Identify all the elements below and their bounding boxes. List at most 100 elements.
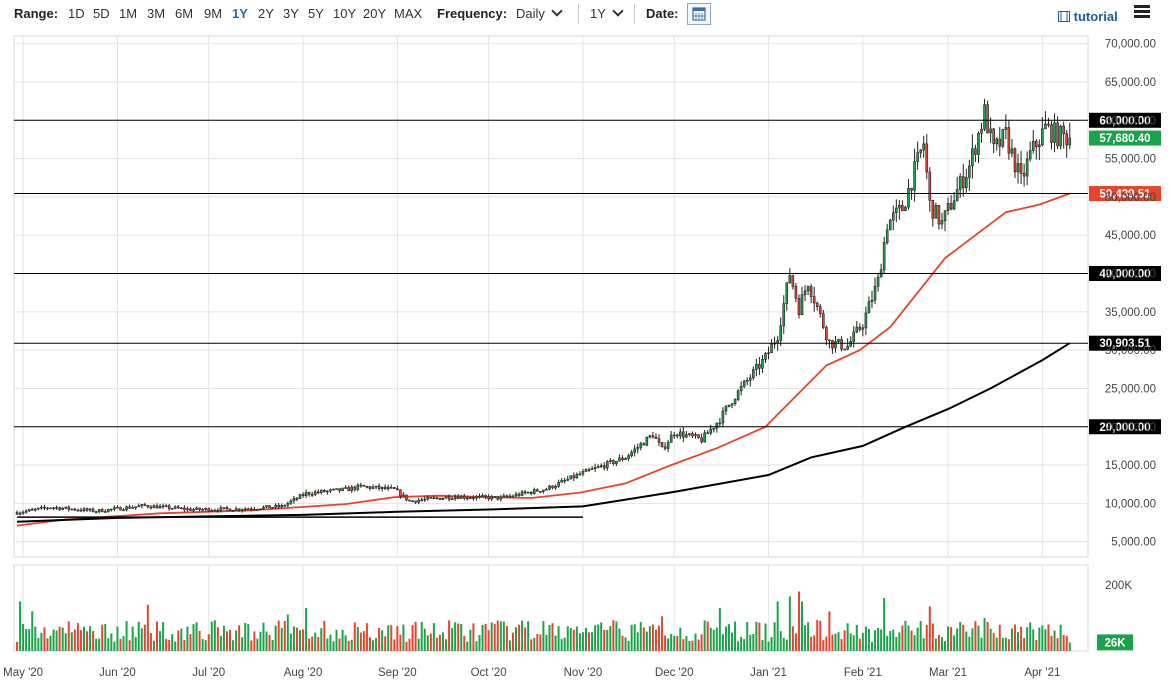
candle: [250, 506, 253, 512]
frequency-select[interactable]: Daily: [516, 5, 563, 21]
volume-bar: [1013, 624, 1016, 651]
volume-bar: [353, 622, 356, 651]
range-button-3y[interactable]: 3Y: [283, 6, 299, 21]
candle: [180, 506, 183, 510]
candle: [968, 159, 971, 191]
candle: [444, 496, 448, 499]
volume-bar: [743, 639, 746, 651]
hamburger-menu-icon[interactable]: [1134, 5, 1150, 19]
range-button-2y[interactable]: 2Y: [258, 6, 274, 21]
volume-bar: [344, 635, 347, 651]
volume-bar: [198, 630, 201, 651]
candle: [548, 485, 551, 491]
candle: [733, 398, 737, 406]
range-button-20y[interactable]: 20Y: [363, 6, 387, 21]
range-button-1d[interactable]: 1D: [68, 6, 85, 21]
volume-bar: [737, 641, 740, 651]
volume-bar: [925, 624, 928, 651]
candle: [657, 434, 661, 447]
volume-bar: [250, 640, 253, 651]
candle: [1022, 163, 1026, 187]
candle: [730, 403, 734, 409]
candle: [931, 199, 935, 227]
volume-bar: [584, 627, 587, 651]
volume-bar: [152, 640, 155, 651]
range-button-9m[interactable]: 9M: [204, 6, 223, 21]
candle: [736, 389, 740, 402]
candle: [815, 301, 819, 311]
candle: [520, 490, 524, 497]
candle: [456, 493, 460, 500]
range-button-5y[interactable]: 5Y: [308, 6, 324, 21]
range-button-3m[interactable]: 3M: [147, 6, 166, 21]
volume-bar: [317, 637, 320, 651]
candle: [627, 453, 630, 462]
volume-bar: [594, 625, 597, 651]
volume-bar: [600, 622, 603, 651]
volume-bar: [165, 638, 168, 651]
candle: [368, 485, 372, 491]
volume-bar: [414, 621, 417, 651]
volume-bar: [919, 621, 922, 651]
candle: [225, 505, 229, 512]
candle: [852, 326, 856, 348]
range-button-6m[interactable]: 6M: [175, 6, 194, 21]
candle: [61, 507, 64, 511]
candle: [110, 508, 113, 512]
volume-bar: [101, 624, 104, 651]
tutorial-link[interactable]: tutorial: [1058, 9, 1118, 24]
volume-bar: [569, 627, 572, 651]
volume-bar: [1038, 627, 1041, 651]
volume-bar: [265, 631, 268, 651]
candle: [167, 503, 171, 511]
range-button-10y[interactable]: 10Y: [333, 6, 357, 21]
candle: [715, 422, 719, 433]
range-button-1m[interactable]: 1M: [119, 6, 138, 21]
volume-bar: [472, 623, 475, 651]
range-button-5d[interactable]: 5D: [93, 6, 110, 21]
tutorial-label: tutorial: [1073, 9, 1118, 24]
volume-bar: [758, 622, 761, 651]
volume-bar: [603, 629, 606, 651]
volume-bar: [895, 637, 898, 651]
volume-bar: [55, 630, 58, 651]
range-button-1y[interactable]: 1Y: [232, 6, 248, 21]
period-select[interactable]: 1Y: [590, 5, 624, 21]
candle: [688, 432, 691, 437]
candle: [231, 510, 235, 512]
candle: [965, 168, 968, 193]
candle: [326, 490, 329, 495]
candle: [706, 430, 709, 435]
y-tick-label: 20,000.00: [1105, 422, 1156, 434]
date-picker-button[interactable]: [687, 3, 711, 25]
candle: [359, 482, 363, 488]
volume-bar: [810, 636, 813, 651]
candle: [812, 286, 816, 312]
volume-bar: [761, 640, 764, 651]
volume-bar: [64, 633, 67, 651]
volume-bar: [557, 626, 560, 651]
x-tick-label: Jun '20: [99, 667, 136, 679]
candle: [922, 135, 926, 158]
candle: [986, 100, 989, 134]
volume-bar: [962, 624, 965, 651]
candle: [648, 434, 652, 439]
volume-bar: [916, 627, 919, 651]
candle: [18, 511, 22, 516]
candle: [429, 496, 433, 499]
volume-bar: [928, 606, 931, 651]
volume-bar: [302, 629, 305, 651]
volume-bar: [959, 621, 962, 651]
candle: [350, 484, 354, 494]
volume-bar: [575, 626, 578, 651]
volume-bar: [298, 630, 301, 651]
volume-bar: [210, 621, 213, 651]
candle: [888, 218, 892, 231]
range-button-max[interactable]: MAX: [394, 6, 423, 21]
volume-bar: [28, 629, 31, 651]
candle: [128, 504, 131, 509]
candle: [989, 117, 992, 144]
volume-bar: [731, 632, 734, 651]
candle: [316, 489, 320, 495]
volume-bar: [1047, 624, 1050, 651]
